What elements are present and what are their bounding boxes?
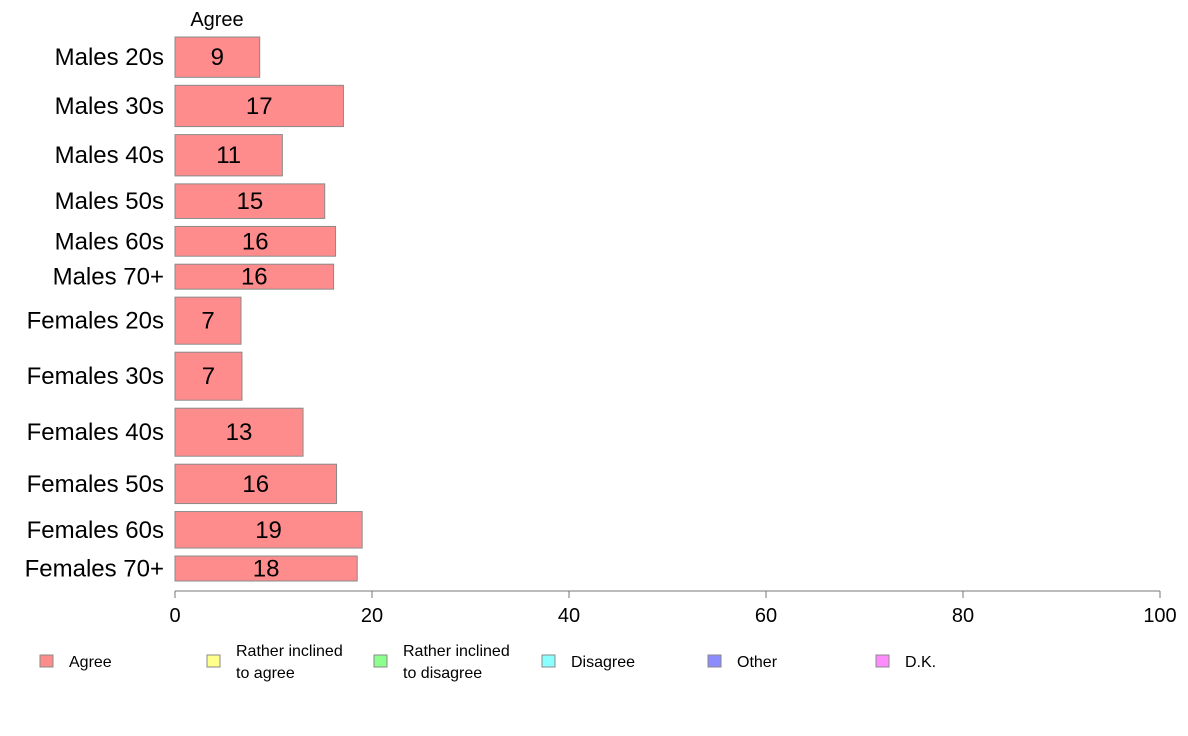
category-label: Males 40s (55, 142, 164, 169)
bar-group: Females 50s 16 (27, 463, 338, 505)
x-axis: 0 20 40 60 80 100 (169, 590, 1177, 627)
category-label: Females 40s (27, 419, 164, 446)
data-label: 11 (216, 142, 241, 169)
bar-group: Females 60s 19 (27, 511, 363, 549)
legend-item: Other (707, 654, 778, 671)
legend-swatch (875, 654, 890, 668)
bar-group: Males 20s 9 (55, 36, 261, 78)
legend-item: D.K. (875, 654, 936, 671)
category-label: Females 20s (27, 308, 164, 335)
bar-group: Females 20s 7 (27, 296, 242, 345)
bar (174, 84, 344, 128)
bar-group: Males 60s 16 (55, 225, 337, 257)
data-label: 7 (201, 308, 214, 335)
bar (174, 263, 335, 290)
x-tick-label: 40 (558, 605, 580, 627)
bar-group: Males 70+ 16 (53, 263, 335, 291)
bar-group: Females 30s 7 (27, 351, 243, 401)
bar-group: Males 30s 17 (55, 84, 344, 128)
category-label: Males 50s (55, 188, 164, 215)
legend-item: Rather inclined to disagree (373, 643, 510, 682)
x-tick-label: 80 (952, 605, 974, 627)
data-label: 19 (255, 517, 282, 544)
category-label: Males 70+ (53, 264, 164, 291)
bar (174, 134, 283, 177)
category-label: Males 20s (55, 44, 164, 71)
category-label: Males 30s (55, 93, 164, 120)
bar (174, 183, 326, 219)
legend-swatch (707, 654, 722, 668)
legend-label: to agree (236, 665, 295, 682)
data-label: 18 (253, 556, 280, 583)
legend-label: D.K. (905, 654, 936, 671)
x-tick-label: 100 (1143, 605, 1176, 627)
legend-label: to disagree (403, 665, 482, 682)
x-tick-label: 20 (361, 605, 383, 627)
data-label: 9 (211, 44, 224, 71)
legend-item: Agree (39, 654, 112, 671)
legend-swatch (206, 654, 221, 668)
category-label: Females 30s (27, 363, 164, 390)
data-label: 13 (226, 419, 253, 446)
bar-group: Females 70+ 18 (25, 556, 358, 583)
bar-group: Males 50s 15 (55, 183, 326, 219)
category-label: Females 60s (27, 517, 164, 544)
data-label: 16 (242, 471, 269, 498)
x-tick-label: 60 (755, 605, 777, 627)
legend-item: Rather inclined to agree (206, 643, 343, 682)
legend-swatch (373, 654, 388, 668)
segment-title: Agree (190, 9, 243, 31)
bar (174, 463, 338, 505)
legend-label: Other (737, 654, 778, 671)
bar (174, 511, 363, 549)
category-label: Females 50s (27, 471, 164, 498)
data-label: 15 (237, 188, 264, 215)
legend-swatch (541, 654, 556, 668)
data-label: 16 (241, 264, 268, 291)
bar (174, 36, 261, 78)
legend-item: Disagree (541, 654, 635, 671)
bar (174, 225, 337, 257)
legend-label: Agree (69, 654, 112, 671)
data-label: 7 (202, 363, 215, 390)
legend-label: Disagree (571, 654, 635, 671)
data-label: 16 (242, 228, 269, 255)
bars: Males 20s 9 Males 30s 17 Males 40s 11 Males 50… (25, 36, 363, 583)
legend-label: Rather inclined (236, 643, 343, 660)
category-label: Females 70+ (25, 556, 164, 583)
data-label: 17 (246, 93, 273, 120)
bar-group: Males 40s 11 (55, 134, 283, 177)
bar (174, 296, 242, 345)
bar (174, 351, 243, 401)
bar (174, 555, 358, 582)
bar-group: Females 40s 13 (27, 407, 304, 457)
category-label: Males 60s (55, 228, 164, 255)
x-tick-label: 0 (169, 605, 180, 627)
bar (174, 407, 304, 457)
legend-swatch (39, 654, 54, 668)
legend-label: Rather inclined (403, 643, 510, 660)
